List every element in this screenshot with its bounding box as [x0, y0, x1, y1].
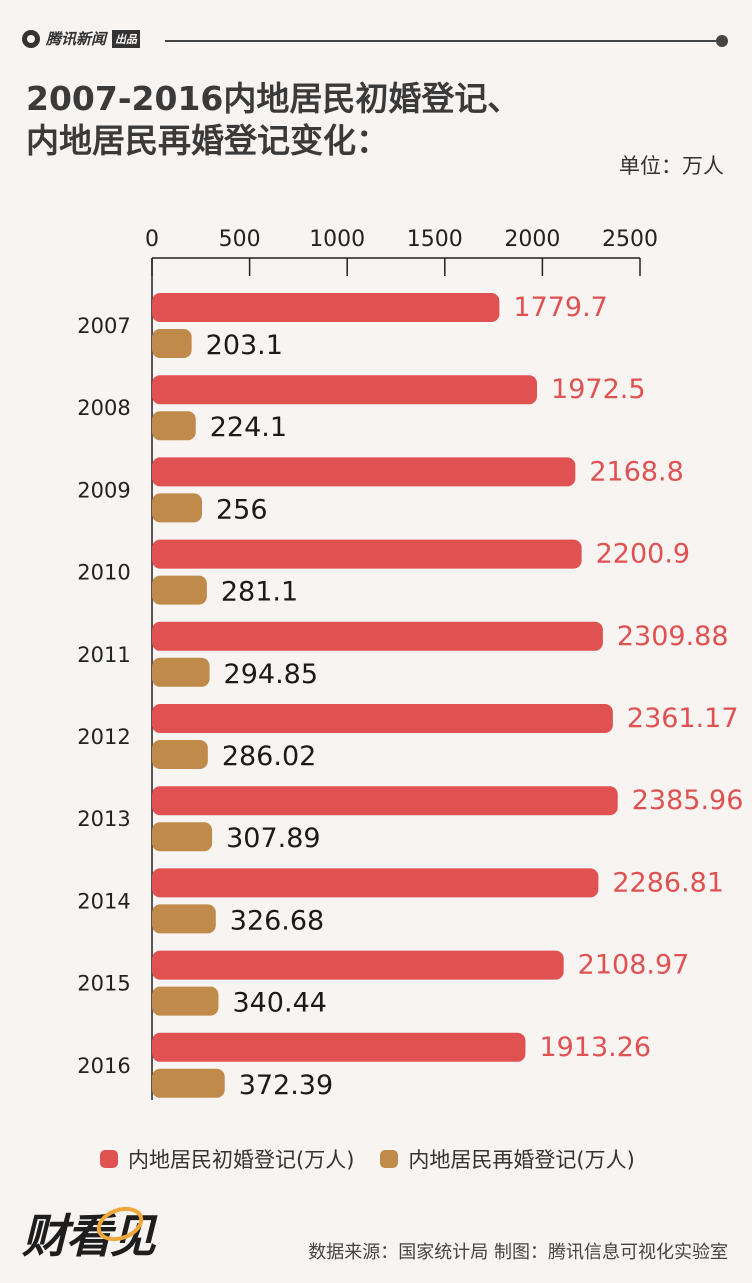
bar-first-marriage [152, 950, 564, 980]
data-label-first-marriage: 2200.9 [596, 539, 690, 570]
data-label-remarriage: 372.39 [239, 1070, 333, 1101]
x-tick-label: 2500 [602, 227, 658, 252]
bar-first-marriage [152, 457, 576, 487]
tencent-news-logo-icon [22, 29, 40, 48]
bar-first-marriage [152, 375, 538, 405]
data-label-first-marriage: 2168.8 [589, 456, 683, 487]
bar-remarriage [152, 657, 210, 687]
legend-label-remarriage: 内地居民再婚登记(万人) [408, 1148, 635, 1172]
bar-remarriage [152, 329, 192, 358]
bar-remarriage [152, 986, 219, 1016]
bar-first-marriage [152, 786, 618, 816]
bar-remarriage [152, 904, 216, 934]
bar-remarriage [152, 740, 208, 769]
legend-label-first-marriage: 内地居民初婚登记(万人) [128, 1148, 355, 1172]
data-label-remarriage: 307.89 [226, 823, 320, 854]
bar-first-marriage [152, 539, 582, 569]
x-tick-label: 0 [145, 227, 159, 252]
data-label-first-marriage: 2108.97 [578, 950, 690, 981]
bar-first-marriage [152, 704, 613, 733]
category-label: 2012 [77, 725, 130, 749]
category-label: 2016 [77, 1054, 130, 1078]
brand-name: 腾讯新闻 [46, 30, 107, 48]
bar-remarriage [152, 1068, 225, 1098]
title-line-2: 内地居民再婚登记变化： [26, 121, 389, 160]
unit-label: 单位：万人 [619, 154, 724, 178]
data-label-remarriage: 203.1 [206, 330, 283, 361]
legend-swatch-remarriage [380, 1150, 399, 1168]
category-label: 2015 [77, 972, 130, 996]
bar-first-marriage [152, 1032, 526, 1062]
data-label-remarriage: 281.1 [221, 577, 298, 608]
legend-item-remarriage: 内地居民再婚登记(万人) [380, 1144, 635, 1174]
category-label: 2011 [77, 643, 130, 667]
bar-first-marriage [152, 621, 603, 651]
header-divider-dot [716, 35, 728, 47]
x-tick-label: 500 [219, 227, 261, 252]
data-label-remarriage: 286.02 [222, 741, 316, 772]
data-label-first-marriage: 2361.17 [627, 703, 739, 734]
data-source: 数据来源：国家统计局 制图：腾讯信息可视化实验室 [308, 1242, 728, 1263]
data-label-first-marriage: 1913.26 [539, 1032, 651, 1063]
x-tick-label: 1500 [407, 227, 463, 252]
x-tick-label: 2000 [504, 227, 560, 252]
data-label-first-marriage: 2286.81 [612, 867, 724, 898]
header-divider [165, 40, 722, 42]
bar-remarriage [152, 575, 207, 605]
legend-swatch-first-marriage [100, 1150, 118, 1168]
data-label-remarriage: 294.85 [224, 659, 318, 690]
data-label-remarriage: 224.1 [210, 412, 287, 443]
category-label: 2008 [77, 396, 130, 420]
data-label-first-marriage: 2385.96 [632, 785, 744, 816]
bar-remarriage [152, 411, 196, 441]
bar-remarriage [152, 493, 202, 523]
legend-item-first-marriage: 内地居民初婚登记(万人) [100, 1144, 354, 1174]
data-label-first-marriage: 2309.88 [617, 621, 729, 652]
data-label-first-marriage: 1779.7 [513, 292, 607, 323]
category-label: 2014 [77, 889, 130, 913]
data-label-first-marriage: 1972.5 [551, 374, 645, 405]
title-line-1: 2007-2016内地居民初婚登记、 [26, 79, 521, 118]
category-label: 2010 [77, 561, 130, 585]
legend: 内地居民初婚登记(万人) 内地居民再婚登记(万人) [100, 1144, 635, 1174]
brand-tag: 出品 [112, 29, 141, 48]
category-label: 2007 [77, 314, 130, 338]
data-label-remarriage: 326.68 [230, 905, 324, 936]
category-label: 2013 [77, 807, 130, 831]
bar-first-marriage [152, 868, 599, 898]
data-label-remarriage: 256 [216, 494, 268, 525]
caikanjian-logo: 财看见 [22, 1209, 156, 1263]
category-label: 2009 [77, 478, 130, 502]
data-label-remarriage: 340.44 [232, 988, 326, 1019]
x-tick-label: 1000 [309, 227, 365, 252]
bar-remarriage [152, 822, 213, 852]
chart-title: 2007-2016内地居民初婚登记、 内地居民再婚登记变化： [26, 78, 520, 162]
brand: 腾讯新闻 出品 [22, 28, 141, 49]
bar-first-marriage [152, 293, 500, 322]
